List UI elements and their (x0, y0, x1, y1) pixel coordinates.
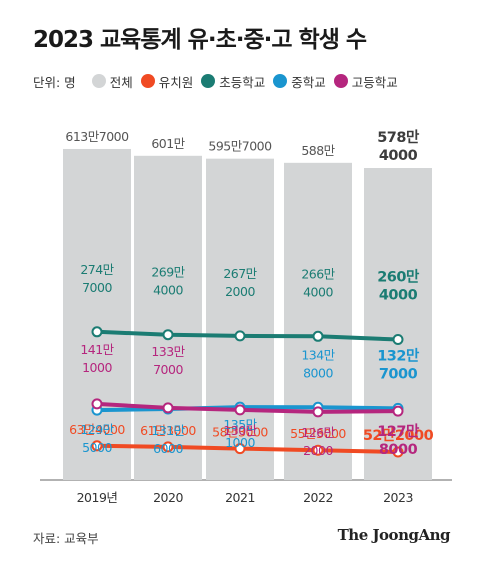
series-point-label: 52만2000 (363, 427, 434, 444)
series-point-label: 61만3000 (140, 423, 196, 438)
total-bar-label: 601만 (151, 136, 185, 151)
legend-item-high: 고등학교 (333, 72, 398, 91)
total-bar (284, 162, 352, 480)
series-point (91, 398, 103, 410)
legend: 단위: 명 전체 유치원 초등학교 중학교 고등학교 (33, 72, 398, 90)
series-point (234, 404, 246, 416)
series-point-label: 269만 4000 (151, 265, 185, 298)
x-tick-label: 2021 (225, 490, 255, 505)
series-point-label: 132만 7000 (377, 347, 420, 382)
series-point (312, 330, 324, 342)
legend-swatch-middle (273, 74, 288, 88)
total-bar-label: 588만 (301, 143, 335, 158)
series-point (162, 329, 174, 341)
series-point-label: 135만 1000 (223, 417, 257, 450)
series-point-label: 129만 5000 (80, 422, 114, 455)
source-note: 자료: 교육부 (33, 531, 99, 546)
series-point (312, 444, 324, 456)
legend-item-middle: 중학교 (273, 72, 326, 91)
total-bar-label: 578만 4000 (377, 129, 420, 164)
series-point (312, 406, 324, 418)
legend-swatch-kindergarten (140, 74, 155, 88)
series-point (234, 330, 246, 342)
legend-label-elementary: 초등학교 (219, 74, 266, 90)
series-point-label: 141만 1000 (80, 342, 114, 375)
x-tick-label: 2019년 (77, 490, 118, 505)
legend-item-total: 전체 (91, 72, 133, 91)
x-tick-label: 2023 (383, 490, 413, 505)
legend-label-kindergarten: 유치원 (158, 74, 194, 90)
unit-label: 단위: 명 (33, 74, 76, 90)
x-tick-label: 2022 (303, 490, 333, 505)
series-point (91, 440, 103, 452)
series-point-label: 134만 8000 (301, 347, 335, 380)
legend-label-middle: 중학교 (291, 74, 326, 90)
series-point-label: 55만3000 (290, 426, 346, 441)
series-point (392, 334, 404, 345)
series-point-label: 260만 4000 (377, 269, 420, 304)
series-point (392, 405, 404, 417)
legend-label-total: 전체 (109, 74, 133, 90)
legend-item-elementary: 초등학교 (201, 72, 265, 91)
series-point-label: 131만 6000 (151, 423, 185, 456)
total-bar-label: 595만7000 (208, 139, 272, 154)
x-tick-label: 2020 (153, 490, 183, 505)
series-point (162, 441, 174, 453)
series-point (234, 443, 246, 455)
series-point-label: 267만 2000 (223, 266, 257, 299)
total-bar (134, 155, 202, 480)
total-bar (206, 158, 274, 481)
legend-swatch-high (333, 74, 348, 88)
series-point-label: 58만3000 (212, 425, 268, 440)
series-point (91, 326, 103, 338)
series-point (162, 402, 174, 414)
total-bar (63, 148, 131, 481)
series-point-label: 127만 8000 (377, 423, 420, 458)
chart-title: 2023 교육통계 유·초·중·고 학생 수 (33, 27, 367, 53)
series-point (392, 446, 404, 458)
series-point-label: 274만 7000 (80, 262, 114, 295)
series-point-label: 130만 (223, 423, 257, 438)
series-point-label: 63만4000 (69, 422, 125, 437)
legend-swatch-elementary (201, 74, 216, 88)
legend-swatch-total (91, 74, 106, 88)
series-point-label: 133만 7000 (151, 344, 185, 377)
series-point-label: 126만 2000 (301, 425, 335, 458)
total-bar (364, 168, 432, 480)
publisher-logo: The JoongAng (337, 526, 451, 544)
series-point-label: 266만 4000 (301, 266, 335, 299)
legend-item-kindergarten: 유치원 (140, 72, 194, 91)
legend-label-high: 고등학교 (351, 74, 398, 90)
total-bar-label: 613만7000 (65, 129, 129, 144)
